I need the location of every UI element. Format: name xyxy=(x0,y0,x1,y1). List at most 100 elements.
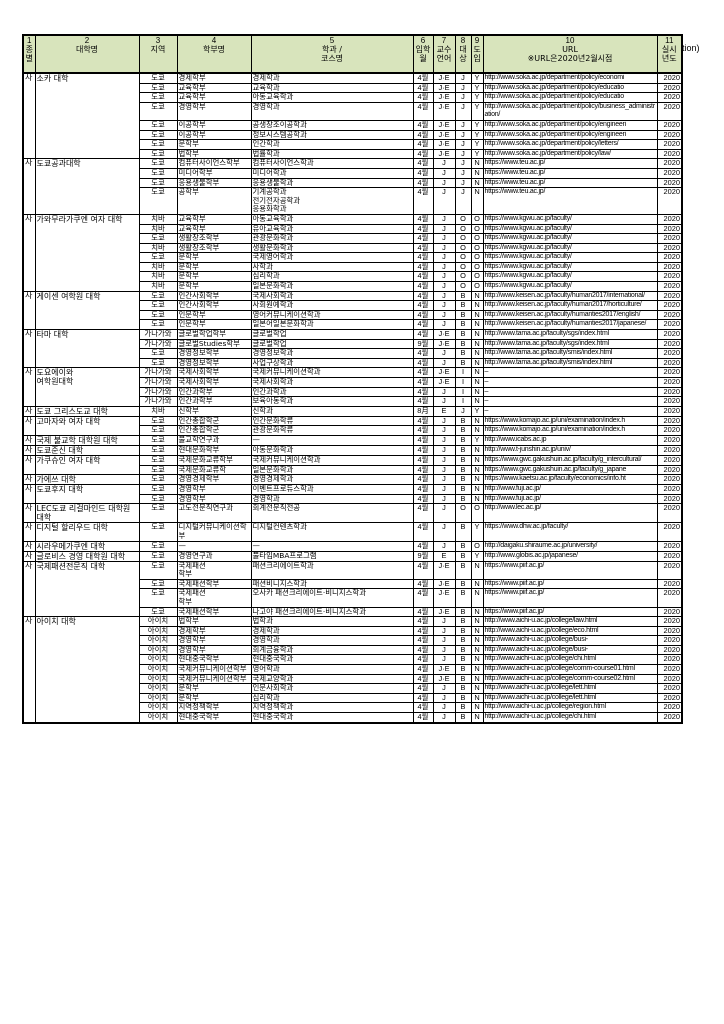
url-cell[interactable]: http://www.soka.ac.jp/department/policy/… xyxy=(482,92,658,103)
url-cell[interactable]: http://www.aichi-u.ac.jp/college/chi.htm… xyxy=(482,654,658,666)
url-cell[interactable]: http://www.tama.ac.jp/faculty/smis/index… xyxy=(482,348,658,359)
department-cell: 보육아동학과 xyxy=(250,396,414,407)
url-cell[interactable]: http://www.keisen.ac.jp/faculty/humantie… xyxy=(482,310,658,321)
url-cell[interactable]: – xyxy=(482,377,658,388)
year-cell: 2020 xyxy=(656,158,683,169)
url-cell[interactable]: http://www.soka.ac.jp/department/policy/… xyxy=(482,139,658,150)
region-cell: 도쿄 xyxy=(138,607,178,618)
url-cell[interactable]: http://www.aichi-u.ac.jp/college/lett.ht… xyxy=(482,683,658,694)
url-cell[interactable]: https://www.gwc.gakushuin.ac.jp/faculty/… xyxy=(482,455,658,466)
column-label: 지역 xyxy=(150,45,166,54)
url-cell[interactable]: https://www.piif.ac.jp/ xyxy=(482,607,658,618)
table-row: 가나가와 인간과학부 인간과학과 4월 J I N –2020 xyxy=(23,387,683,398)
url-cell[interactable]: https://www.teu.ac.jp/ xyxy=(482,178,658,189)
url-cell[interactable]: http://www.soka.ac.jp/department/policy/… xyxy=(482,120,658,131)
url-cell[interactable]: http://www.tama.ac.jp/faculty/smis/index… xyxy=(482,358,658,369)
url-cell[interactable]: https://www.kgwu.ac.jp/faculty/ xyxy=(482,262,658,273)
entry-month-cell: 4월 xyxy=(412,224,434,235)
introduction-cell: N xyxy=(470,674,484,685)
faculty-cell: 문학부 xyxy=(176,262,252,273)
url-cell[interactable]: https://www.piif.ac.jp/ xyxy=(482,561,658,580)
url-cell[interactable]: https://www.piif.ac.jp/ xyxy=(482,579,658,590)
url-cell[interactable]: http://www.aichi-u.ac.jp/college/law.htm… xyxy=(482,616,658,627)
year-cell: 2020 xyxy=(656,178,683,189)
url-cell[interactable]: http://www.soka.ac.jp/department/policy/… xyxy=(482,149,658,160)
url-cell[interactable]: http://www.soka.ac.jp/department/policy/… xyxy=(482,102,658,121)
entry-month-cell: 4월 xyxy=(412,214,434,225)
url-cell[interactable]: http://www.tama.ac.jp/faculty/sgs/index.… xyxy=(482,339,658,350)
url-cell[interactable]: http://www.aichi-u.ac.jp/college/chi.htm… xyxy=(482,712,658,724)
url-cell[interactable]: http://www.aichi-u.ac.jp/college/eco.htm… xyxy=(482,626,658,637)
faculty-cell: 국제패션 학부 xyxy=(176,561,252,580)
url-cell[interactable]: https://www.kgwu.ac.jp/faculty/ xyxy=(482,243,658,254)
language-cell: J·E xyxy=(432,664,456,675)
url-cell[interactable]: http://www.fuji.ac.jp/ xyxy=(482,484,658,495)
url-cell[interactable]: https://www.kgwu.ac.jp/faculty/ xyxy=(482,214,658,225)
url-cell[interactable]: http://www.soka.ac.jp/department/policy/… xyxy=(482,73,658,84)
url-cell[interactable]: http://www.soka.ac.jp/department/policy/… xyxy=(482,130,658,141)
department-cell: 국제커뮤니케이션학과 xyxy=(250,455,414,466)
url-cell[interactable]: https://www.kgwu.ac.jp/faculty/ xyxy=(482,271,658,283)
url-cell[interactable]: https://www.gwc.gakushuin.ac.jp/faculty/… xyxy=(482,465,658,476)
url-cell[interactable]: – xyxy=(482,396,658,407)
url-cell[interactable]: http://www.aichi-u.ac.jp/college/lett.ht… xyxy=(482,693,658,704)
url-cell[interactable]: http://www.tama.ac.jp/faculty/sgs/index.… xyxy=(482,329,658,340)
url-cell[interactable]: https://www.teu.ac.jp/ xyxy=(482,187,658,215)
url-cell[interactable]: https://www.kgwu.ac.jp/faculty/ xyxy=(482,233,658,244)
language-cell: J·E xyxy=(432,329,456,340)
url-cell[interactable]: http://daigaku.shiraume.ac.jp/university… xyxy=(482,541,658,552)
year-cell: 2020 xyxy=(656,494,683,505)
url-cell[interactable]: http://www.aichi-u.ac.jp/college/comm-co… xyxy=(482,664,658,675)
url-cell[interactable]: http://www.aichi-u.ac.jp/college/busi- xyxy=(482,635,658,646)
url-cell[interactable]: http://www.keisen.ac.jp/faculty/humantie… xyxy=(482,319,658,331)
url-cell[interactable]: https://www.kgwu.ac.jp/faculty/ xyxy=(482,224,658,235)
department-cell: 인간문화학류 xyxy=(250,416,414,427)
url-cell[interactable]: http://www.lec.ac.jp/ xyxy=(482,503,658,524)
url-cell[interactable]: https://www.komajo.ac.jp/uni/examination… xyxy=(482,425,658,436)
url-cell[interactable]: http://www.keisen.ac.jp/faculty/human201… xyxy=(482,300,658,311)
url-cell[interactable]: https://www.komajo.ac.jp/uni/examination… xyxy=(482,416,658,427)
faculty-cell: 인간총합학군 xyxy=(176,416,252,427)
url-cell[interactable]: http://www.aichi-u.ac.jp/college/region.… xyxy=(482,702,658,714)
url-cell[interactable]: – xyxy=(482,406,658,417)
faculty-cell: 인문학부 xyxy=(176,319,252,331)
university-name-cell: 글로비스 경영 대학원 대학 xyxy=(34,551,140,562)
url-cell[interactable]: https://www.kaetsu.ac.jp/faculty/economi… xyxy=(482,474,658,486)
url-cell[interactable]: – xyxy=(482,387,658,398)
faculty-cell: 교육학부 xyxy=(176,214,252,225)
region-cell: 가나가와 xyxy=(138,396,178,407)
url-cell[interactable]: http://www.soka.ac.jp/department/policy/… xyxy=(482,83,658,94)
faculty-cell: 국제사회학부 xyxy=(176,377,252,388)
column-header-university: 2 대학명 xyxy=(34,34,140,74)
url-cell[interactable]: http://www.keisen.ac.jp/faculty/human201… xyxy=(482,291,658,302)
target-cell: O xyxy=(454,271,472,283)
introduction-cell: N xyxy=(470,319,484,331)
url-cell[interactable]: http://www.icabs.ac.jp xyxy=(482,435,658,446)
language-cell: J xyxy=(432,693,456,704)
university-program-table: 1 종별 2 대학명 3 지역 4 학부명 5 학과 / 코스명 6 입학월 7 교수언어 8 대상 9 도입 10… xyxy=(22,34,683,724)
url-cell[interactable]: http://www.globis.ac.jp/japanese/ xyxy=(482,551,658,562)
column-label: 실시년도 xyxy=(661,45,677,63)
url-cell[interactable]: https://www.teu.ac.jp/ xyxy=(482,158,658,169)
url-cell[interactable]: http://www.fuji.ac.jp/ xyxy=(482,494,658,505)
department-cell: 글로벌학업 xyxy=(250,329,414,340)
url-cell[interactable]: http://www.t-junshin.ac.jp/univ/ xyxy=(482,445,658,456)
introduction-cell: N xyxy=(470,300,484,311)
url-cell[interactable]: https://www.dhw.ac.jp/faculty/ xyxy=(482,522,658,542)
department-cell: 오사카 패션크리에이트·비니지스학과 xyxy=(250,588,414,608)
url-cell[interactable]: https://www.piif.ac.jp/ xyxy=(482,588,658,608)
entry-month-cell: 4월 xyxy=(412,178,434,189)
url-cell[interactable]: – xyxy=(482,367,658,378)
url-cell[interactable]: https://www.kgwu.ac.jp/faculty/ xyxy=(482,281,658,292)
url-cell[interactable]: https://www.teu.ac.jp/ xyxy=(482,168,658,179)
url-cell[interactable]: https://www.kgwu.ac.jp/faculty/ xyxy=(482,252,658,263)
url-cell[interactable]: http://www.aichi-u.ac.jp/college/comm-co… xyxy=(482,674,658,685)
entry-month-cell: 4월 xyxy=(412,712,434,724)
target-cell: J xyxy=(454,149,472,160)
url-cell[interactable]: http://www.aichi-u.ac.jp/college/busi- xyxy=(482,645,658,656)
target-cell: B xyxy=(454,455,472,466)
region-cell: 아이치 xyxy=(138,635,178,646)
